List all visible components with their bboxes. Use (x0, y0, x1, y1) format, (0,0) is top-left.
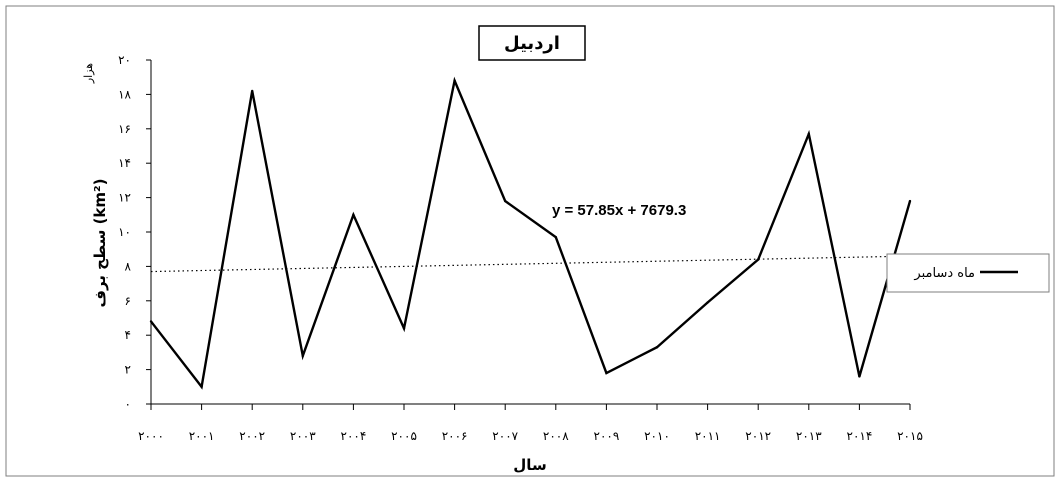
trend-equation: y = 57.85x + 7679.3 (552, 202, 686, 219)
chart-title: اردبیل (504, 33, 560, 54)
series-points (149, 79, 912, 388)
x-tick-label: ۲۰۰۰ (138, 429, 164, 443)
data-point (655, 346, 659, 349)
x-tick-label: ۲۰۱۳ (796, 429, 822, 443)
x-tick-label: ۲۰۰۷ (492, 429, 518, 443)
data-point (504, 199, 507, 203)
data-point (149, 320, 153, 323)
data-point (908, 199, 912, 203)
y-tick-label: ۱۲ (118, 191, 131, 205)
x-tick-label: ۲۰۰۹ (594, 429, 620, 443)
y-tick-label: ۲۰ (118, 53, 131, 67)
x-tick-label: ۲۰۱۲ (745, 429, 771, 443)
chart-frame (5, 5, 1055, 477)
y-tick-label: ۱۴ (118, 156, 131, 170)
x-tick-label: ۲۰۱۱ (695, 429, 721, 443)
data-point (251, 89, 254, 93)
data-point (807, 132, 810, 136)
y-ticks: ۰ ۲ ۴ ۶ ۸ ۱۰ ۱۲ ۱۴ ۱۶ ۱۸ ۲۰ (118, 53, 151, 411)
x-tick-label: ۲۰۰۲ (239, 429, 265, 443)
x-tick-label: ۲۰۰۱ (189, 429, 215, 443)
x-ticks: ۲۰۰۰ ۲۰۰۱ ۲۰۰۲ ۲۰۰۳ ۲۰۰۴ ۲۰۰۵ ۲۰۰۶ ۲۰۰۷ ۲۰۰۸ ۲۰۰۹… (138, 404, 923, 443)
y-tick-label: ۶ (125, 294, 131, 308)
data-point (200, 385, 203, 388)
legend-box (886, 253, 1050, 293)
x-tick-label: ۲۰۱۵ (897, 429, 923, 443)
data-point (402, 327, 406, 330)
x-tick-label: ۲۰۰۵ (391, 429, 417, 443)
data-point (858, 375, 861, 378)
legend: ماه دسامبر (886, 253, 1050, 293)
data-point (605, 371, 608, 375)
y-tick-label: ۴ (125, 328, 131, 342)
y-tick-label: ۱۰ (118, 225, 131, 239)
x-tick-label: ۲۰۱۴ (847, 429, 873, 443)
y-axis-title: سطح برف (km²) (91, 179, 109, 308)
x-tick-label: ۲۰۱۰ (644, 429, 670, 443)
y-tick-label: ۱۶ (118, 122, 131, 136)
x-tick-label: ۲۰۰۳ (290, 429, 316, 443)
x-axis-title: سال (513, 456, 546, 474)
y-tick-label: ۱۸ (118, 87, 131, 101)
data-point (757, 258, 760, 261)
data-point (352, 213, 355, 216)
data-point (554, 235, 557, 239)
legend-label: ماه دسامبر (913, 266, 975, 281)
x-tick-label: ۲۰۰۴ (341, 429, 367, 443)
title-box (478, 25, 586, 61)
data-point (301, 354, 304, 358)
data-point (706, 301, 709, 304)
x-tick-label: ۲۰۰۶ (442, 429, 468, 443)
y-tick-label: ۸ (125, 259, 132, 273)
data-point (453, 79, 456, 82)
y-unit-note: هزار (82, 63, 95, 84)
trend-line (150, 255, 911, 273)
y-tick-label: ۲ (125, 363, 131, 377)
series-line (150, 76, 912, 390)
y-tick-label: ۰ (125, 397, 131, 411)
x-tick-label: ۲۰۰۸ (543, 429, 569, 443)
